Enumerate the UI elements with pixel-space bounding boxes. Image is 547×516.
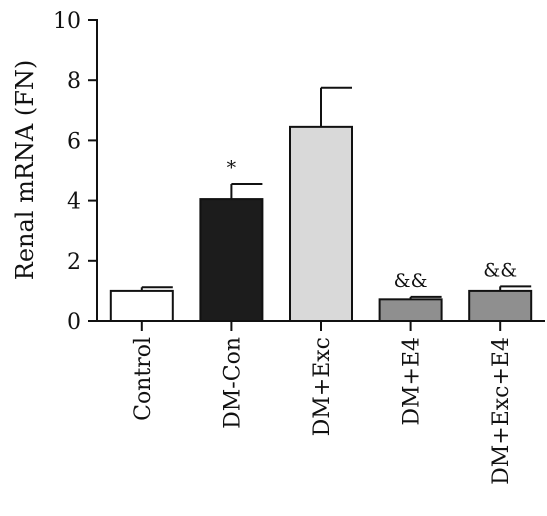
y-tick-label: 10 <box>53 9 81 34</box>
annotation-DM-Con: * <box>227 157 237 179</box>
x-tick-label: DM-Con <box>220 337 245 429</box>
x-tick-label: DM+E4 <box>400 337 425 426</box>
y-axis-title: Renal mRNA (FN) <box>11 60 39 281</box>
x-tick-label: DM+Exc <box>310 337 335 436</box>
y-axis: 0 2 4 6 8 10 <box>53 9 98 335</box>
bar-DM+Exc+E4 <box>468 289 533 322</box>
x-axis: Control DM-Con DM+Exc DM+E4 DM+Exc+E4 <box>97 320 545 485</box>
annotation-DM+E4: && <box>394 270 428 292</box>
y-tick-label: 8 <box>67 69 81 94</box>
x-tick-label: Control <box>131 337 156 421</box>
y-tick-label: 6 <box>67 129 81 154</box>
bars-group: * && && <box>109 86 533 323</box>
y-tick-label: 2 <box>67 250 81 275</box>
annotation-DM+Exc+E4: && <box>483 259 517 281</box>
y-tick-label: 0 <box>67 310 81 335</box>
bar-Control <box>109 289 174 322</box>
bar-DM-Con <box>199 198 264 322</box>
x-tick-label: DM+Exc+E4 <box>489 337 514 485</box>
bar-DM+Exc <box>289 125 353 323</box>
y-tick-label: 4 <box>67 190 81 215</box>
bar-DM+E4 <box>378 298 443 323</box>
